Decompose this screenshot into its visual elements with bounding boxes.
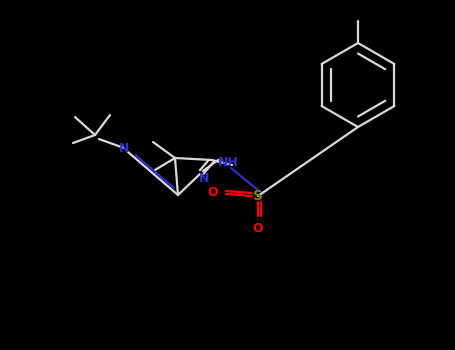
Text: O: O: [207, 187, 218, 199]
Text: O: O: [253, 222, 263, 235]
Text: S: S: [253, 189, 263, 203]
Text: NH: NH: [217, 156, 238, 169]
Text: N: N: [199, 172, 209, 184]
Text: N: N: [119, 141, 129, 154]
